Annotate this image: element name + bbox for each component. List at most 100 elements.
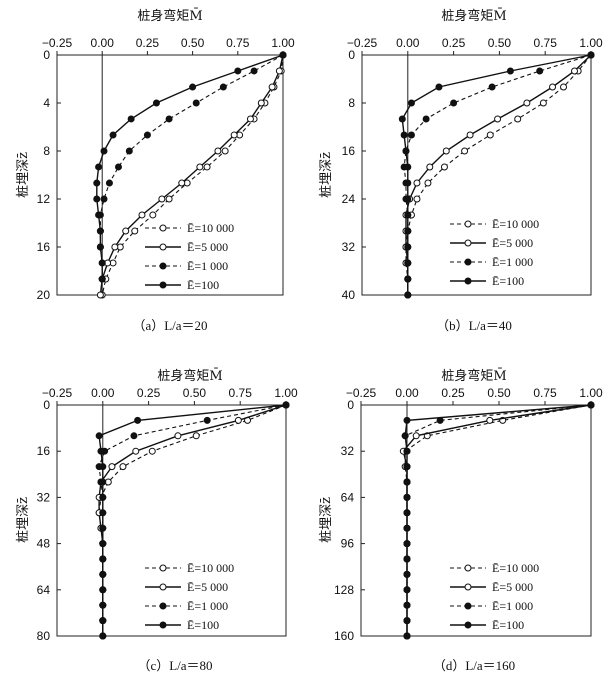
y-tick-label: 8 [43, 144, 50, 158]
data-point [488, 83, 496, 91]
data-point [403, 416, 411, 424]
data-point [413, 195, 421, 203]
series-4 [401, 401, 595, 640]
panel-c-caption: （c）L/a＝80 [137, 658, 212, 673]
data-point [587, 51, 595, 59]
panel-c-y-title: 桩埋深z̄ [16, 497, 31, 543]
legend-marker [159, 602, 167, 610]
data-point [403, 632, 411, 640]
data-point [230, 131, 238, 139]
legend-label: Ē=1 000 [492, 599, 533, 613]
panel-c-legend: Ē=10 000 Ē=5 000 Ē=1 000 Ē=100 [145, 561, 234, 632]
panel-c-x-ticks: −0.25 0.00 0.25 0.50 0.75 1.00 [42, 386, 298, 405]
x-tick-label: 0.25 [442, 36, 466, 50]
data-point [404, 227, 412, 235]
data-point [99, 586, 107, 594]
data-point [506, 67, 514, 75]
y-tick-label: 32 [37, 490, 51, 504]
data-point [119, 463, 127, 471]
data-point [131, 227, 139, 235]
data-point [95, 211, 103, 219]
data-point [203, 416, 211, 424]
y-tick-label: 0 [348, 48, 355, 62]
legend-label: Ē=10 000 [492, 217, 539, 231]
x-tick-label: 1.00 [271, 36, 295, 50]
data-point [401, 432, 409, 440]
data-point [403, 509, 411, 517]
data-point [486, 131, 494, 139]
legend-marker [159, 281, 167, 289]
data-point [99, 601, 107, 609]
data-point [560, 83, 568, 91]
data-point [404, 243, 412, 251]
data-point [127, 115, 135, 123]
x-tick-label: −0.25 [42, 386, 73, 400]
data-point [99, 524, 107, 532]
series-4 [398, 51, 595, 299]
panel-d-caption: （d）L/a＝160 [433, 658, 515, 673]
panel-d-series [399, 401, 595, 640]
panel-c-x-title: 桩身弯矩M̄ [157, 368, 222, 384]
data-point [234, 67, 242, 75]
x-tick-label: 0.75 [533, 386, 557, 400]
data-point [400, 131, 408, 139]
data-point [407, 131, 415, 139]
x-tick-label: 0.75 [534, 36, 558, 50]
x-tick-label: 1.00 [274, 386, 298, 400]
series-line [99, 54, 284, 296]
data-point [108, 463, 116, 471]
series-line [98, 404, 287, 636]
legend-marker [464, 621, 472, 629]
data-point [158, 195, 166, 203]
data-point [404, 179, 412, 187]
legend-marker [159, 583, 167, 591]
y-tick-label: 128 [334, 583, 354, 597]
data-point [165, 115, 173, 123]
panel-b-y-title: 桩埋深z̄ [319, 152, 334, 198]
y-tick-label: 80 [37, 629, 51, 643]
legend-label: Ē=100 [187, 618, 219, 632]
data-point [203, 163, 211, 171]
data-point [96, 227, 104, 235]
panel-a-caption: （a）L/a＝20 [132, 318, 207, 333]
x-tick-label: 1.00 [579, 386, 603, 400]
data-point [442, 147, 450, 155]
panel-d-legend: Ē=10 000 Ē=5 000 Ē=1 000 Ē=100 [450, 561, 539, 632]
data-point [403, 447, 411, 455]
x-tick-label: 0.00 [91, 36, 115, 50]
data-point [122, 227, 130, 235]
panel-b-y-ticks: 0 8 16 24 32 40 [342, 48, 366, 302]
data-point [461, 147, 469, 155]
data-point [143, 131, 151, 139]
y-tick-label: 16 [37, 444, 51, 458]
legend-label: Ē=100 [187, 278, 219, 292]
data-point [196, 163, 204, 171]
y-tick-label: 20 [37, 288, 51, 302]
legend-label: Ē=5 000 [492, 236, 533, 250]
data-point [99, 555, 107, 563]
legend-marker [159, 621, 167, 629]
legend-label: Ē=1 000 [187, 599, 228, 613]
x-tick-label: 0.75 [226, 36, 250, 50]
series-line [401, 54, 592, 295]
data-point [165, 195, 173, 203]
data-point [132, 447, 140, 455]
data-point [192, 99, 200, 107]
y-tick-label: 64 [341, 490, 355, 504]
legend-marker [464, 602, 472, 610]
panel-d-y-title: 桩埋深z̄ [319, 497, 334, 543]
data-point [100, 147, 108, 155]
data-point [413, 179, 421, 187]
y-tick-label: 16 [342, 144, 356, 158]
data-point [403, 601, 411, 609]
data-point [279, 51, 287, 59]
panel-b: 桩身弯矩M̄ 桩埋深z̄ −0.25 0.00 0.25 0.50 0.75 1.00 0… [319, 8, 603, 333]
data-point [138, 211, 146, 219]
series-line [405, 54, 592, 295]
data-point [404, 195, 412, 203]
data-point [178, 179, 186, 187]
data-point [109, 131, 117, 139]
data-point [95, 432, 103, 440]
legend-label: Ē=5 000 [187, 580, 228, 594]
legend-marker [464, 564, 472, 572]
